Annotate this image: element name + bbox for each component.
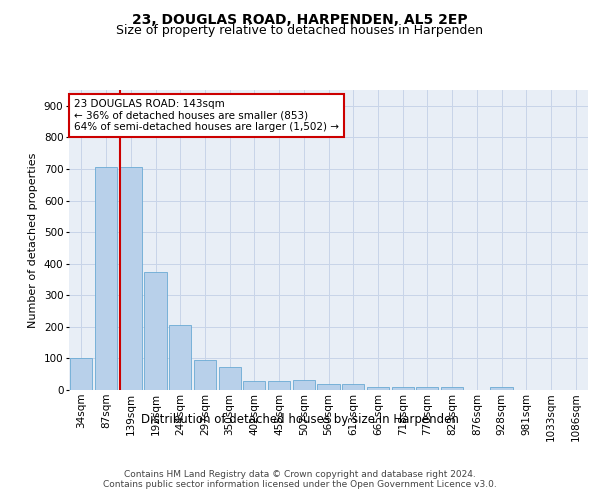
Bar (317, 384, 340, 390)
Text: 23, DOUGLAS ROAD, HARPENDEN, AL5 2EP: 23, DOUGLAS ROAD, HARPENDEN, AL5 2EP (132, 12, 468, 26)
Text: Distribution of detached houses by size in Harpenden: Distribution of detached houses by size … (141, 412, 459, 426)
Bar (293, 380, 315, 390)
Bar (342, 384, 364, 390)
Bar (490, 387, 512, 390)
Text: 23 DOUGLAS ROAD: 143sqm
← 36% of detached houses are smaller (853)
64% of semi-d: 23 DOUGLAS ROAD: 143sqm ← 36% of detache… (74, 99, 339, 132)
Bar (70, 358, 92, 390)
Text: Contains HM Land Registry data © Crown copyright and database right 2024.
Contai: Contains HM Land Registry data © Crown c… (103, 470, 497, 490)
Bar (169, 324, 191, 390)
Text: Size of property relative to detached houses in Harpenden: Size of property relative to detached ho… (116, 24, 484, 37)
Bar (392, 387, 414, 390)
Bar (218, 368, 241, 390)
Bar (367, 387, 389, 390)
Bar (416, 387, 439, 390)
Bar (95, 166, 117, 390)
Bar (119, 166, 142, 390)
Bar (194, 360, 216, 390)
Bar (441, 387, 463, 390)
Bar (243, 380, 265, 390)
Bar (268, 380, 290, 390)
Bar (145, 272, 167, 390)
Y-axis label: Number of detached properties: Number of detached properties (28, 152, 38, 328)
